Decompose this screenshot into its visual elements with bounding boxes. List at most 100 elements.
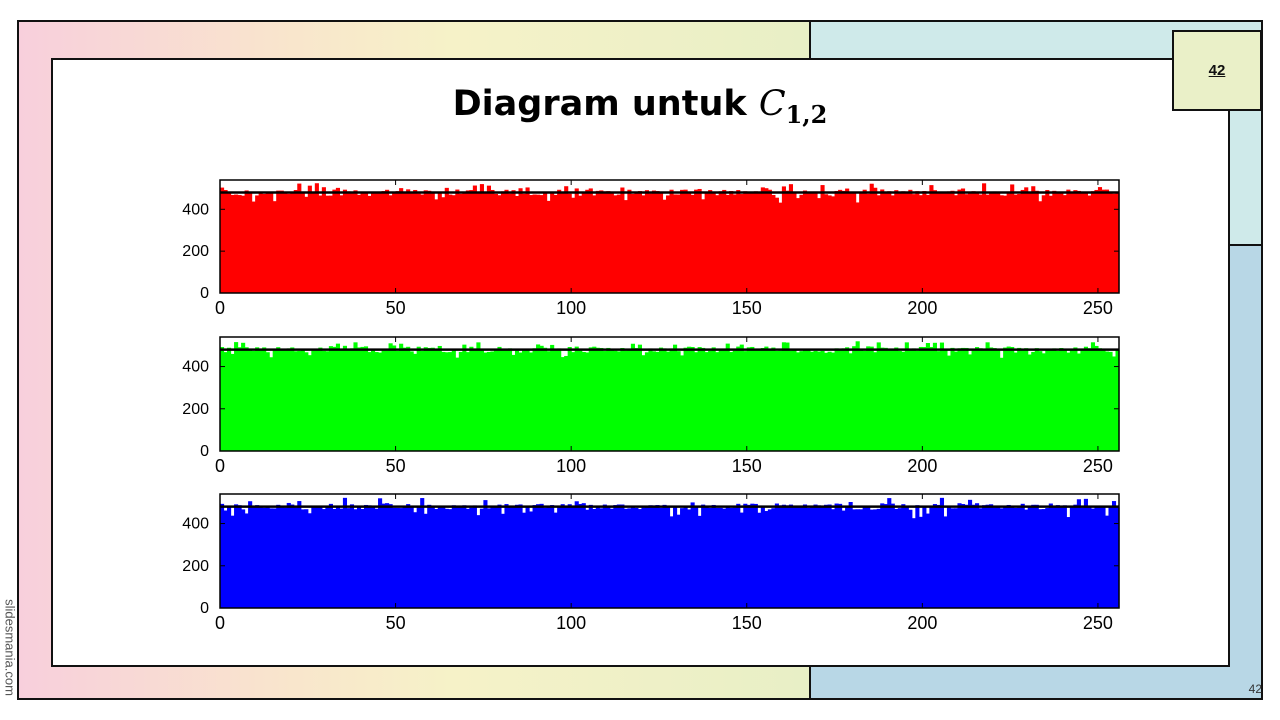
histogram-bar bbox=[925, 513, 930, 608]
histogram-bar bbox=[876, 342, 881, 451]
histogram-bar bbox=[451, 195, 456, 293]
histogram-bar bbox=[290, 347, 295, 451]
histogram-bar bbox=[609, 193, 614, 293]
histogram-bar bbox=[806, 507, 811, 608]
histogram-bar bbox=[560, 192, 565, 293]
histogram-bar bbox=[1080, 507, 1085, 608]
histogram-bar bbox=[950, 190, 955, 293]
histogram-bar bbox=[385, 189, 390, 293]
histogram-bar bbox=[975, 503, 980, 608]
histogram-bar bbox=[363, 346, 369, 451]
y-tick-label: 0 bbox=[200, 443, 209, 460]
histogram-bar bbox=[904, 342, 909, 451]
histogram-bar bbox=[241, 342, 246, 451]
chart-red: 0 50 100 150 200 250 0 200 400 bbox=[182, 179, 1120, 318]
histogram-bar bbox=[911, 518, 916, 608]
histogram-bar bbox=[827, 195, 832, 293]
histogram-bar bbox=[564, 355, 569, 451]
histogram-bar bbox=[451, 348, 456, 451]
histogram-bar bbox=[929, 347, 934, 451]
histogram-bar bbox=[1083, 346, 1088, 451]
histogram-bar bbox=[690, 194, 695, 293]
histogram-bar bbox=[493, 348, 499, 451]
histogram-bar bbox=[1087, 507, 1092, 608]
histogram-bar bbox=[455, 357, 460, 451]
histogram-bar bbox=[655, 351, 660, 451]
histogram-bar bbox=[982, 505, 987, 608]
histogram-bar bbox=[1076, 353, 1081, 451]
histogram-bar bbox=[1115, 507, 1120, 608]
histogram-bar bbox=[1094, 507, 1099, 608]
histogram-bar bbox=[529, 195, 534, 293]
histogram-bar bbox=[342, 345, 348, 451]
histogram-bar bbox=[644, 190, 650, 293]
histogram-bar bbox=[971, 504, 976, 608]
page-number-box: 42 bbox=[1172, 30, 1262, 111]
histogram-bar bbox=[546, 506, 551, 608]
histogram-bar bbox=[641, 507, 646, 608]
histogram-bar bbox=[241, 509, 246, 608]
histogram-bar bbox=[332, 189, 337, 293]
histogram-bar bbox=[873, 509, 878, 608]
histogram-bar bbox=[223, 352, 228, 451]
histogram-bar bbox=[651, 351, 657, 451]
histogram-bar bbox=[356, 507, 362, 608]
histogram-bar bbox=[704, 352, 709, 451]
histogram-bar bbox=[595, 506, 600, 608]
histogram-bar bbox=[543, 507, 548, 608]
histogram-bar bbox=[371, 349, 376, 451]
histogram-bar bbox=[820, 185, 825, 293]
histogram-bar bbox=[581, 192, 586, 293]
histogram-bar bbox=[553, 350, 558, 451]
histogram-bar bbox=[346, 191, 351, 293]
histogram-bar bbox=[1055, 351, 1060, 451]
histogram-bar bbox=[462, 344, 467, 451]
histogram-bar bbox=[374, 352, 379, 451]
histogram-bar bbox=[781, 342, 786, 451]
histogram-bar bbox=[532, 348, 537, 451]
histogram-bar bbox=[1111, 193, 1117, 293]
histogram-bar bbox=[827, 504, 832, 608]
histogram-bar bbox=[687, 346, 692, 451]
histogram-bar bbox=[293, 351, 298, 451]
histogram-bar bbox=[932, 190, 937, 293]
histogram-bar bbox=[560, 357, 565, 451]
histogram-bar bbox=[300, 193, 305, 293]
histogram-bar bbox=[950, 508, 955, 608]
histogram-bar bbox=[918, 195, 923, 293]
histogram-bar bbox=[760, 347, 765, 451]
histogram-bar bbox=[1087, 195, 1092, 293]
histogram-bar bbox=[788, 184, 794, 293]
histogram-bar bbox=[673, 194, 678, 293]
histogram-bar bbox=[978, 194, 983, 293]
histogram-bar bbox=[648, 348, 653, 451]
histogram-bar bbox=[708, 508, 713, 608]
slide-number: 42 bbox=[1248, 682, 1262, 696]
histogram-bar bbox=[564, 506, 569, 608]
histogram-bar bbox=[739, 344, 744, 451]
histogram-bar bbox=[1097, 507, 1103, 608]
histogram-bar bbox=[1111, 501, 1117, 608]
histogram-bar bbox=[444, 508, 449, 608]
histogram-bar bbox=[420, 350, 425, 451]
histogram-bar bbox=[701, 504, 706, 608]
histogram-bar bbox=[757, 512, 762, 608]
histogram-bar bbox=[297, 501, 302, 608]
histogram-bar bbox=[269, 508, 274, 608]
histogram-bar bbox=[978, 348, 983, 451]
histogram-bar bbox=[423, 513, 428, 608]
histogram-bar bbox=[353, 509, 358, 608]
histogram-bar bbox=[687, 191, 692, 293]
histogram-bar bbox=[546, 351, 551, 451]
histogram-bar bbox=[318, 195, 323, 293]
histogram-bar bbox=[1073, 347, 1078, 451]
histogram-bar bbox=[518, 352, 523, 451]
histogram-bar bbox=[802, 504, 808, 608]
histogram-bar bbox=[585, 189, 590, 293]
histogram-bar bbox=[279, 507, 284, 608]
histogram-bar bbox=[223, 190, 228, 293]
histogram-bar bbox=[894, 347, 899, 451]
histogram-bar bbox=[746, 191, 751, 293]
histogram-bar bbox=[932, 342, 937, 451]
histogram-bar bbox=[676, 194, 681, 293]
